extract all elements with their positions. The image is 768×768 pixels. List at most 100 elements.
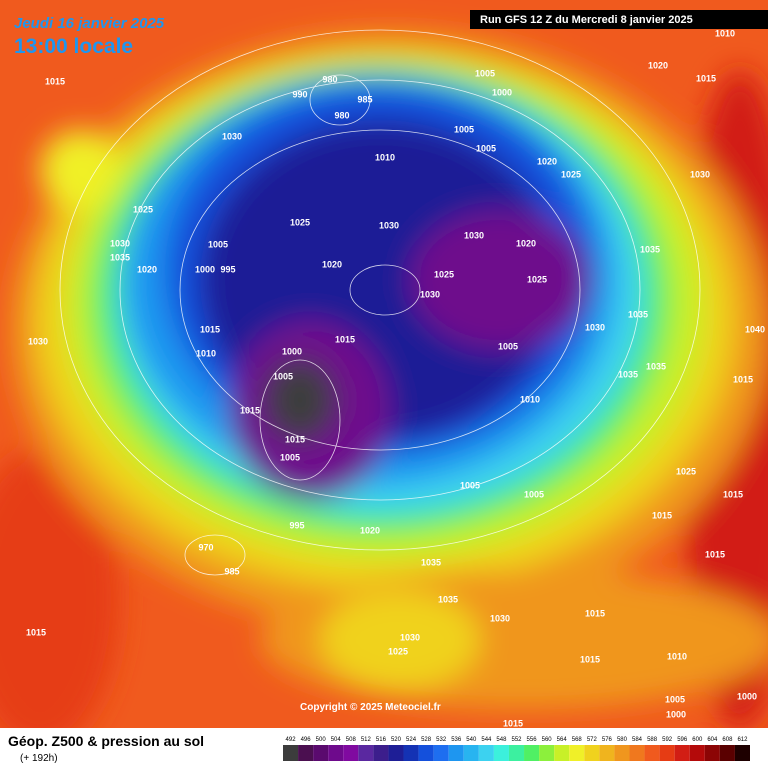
scale-label: 540 bbox=[466, 737, 477, 743]
scale-label: 508 bbox=[346, 737, 357, 743]
scale-swatch bbox=[644, 745, 660, 761]
scale-swatch bbox=[493, 745, 509, 761]
scale-swatch bbox=[418, 745, 434, 761]
isobar-label: 1015 bbox=[652, 510, 672, 520]
scale-swatch bbox=[719, 745, 735, 761]
isobar-label: 1005 bbox=[280, 452, 300, 462]
isobar-label: 1030 bbox=[28, 336, 48, 346]
isobar-label: 1015 bbox=[503, 718, 523, 728]
isobar-label: 1025 bbox=[434, 269, 454, 279]
scale-swatch bbox=[388, 745, 404, 761]
scale-swatch bbox=[659, 745, 675, 761]
isobar-label: 1035 bbox=[640, 244, 660, 254]
isobar-label: 1020 bbox=[648, 60, 668, 70]
isobar-label: 1005 bbox=[475, 68, 495, 78]
isobar-label: 1015 bbox=[696, 73, 716, 83]
scale-swatch bbox=[283, 745, 299, 761]
isobar-label: 1000 bbox=[492, 87, 512, 97]
scale-label: 536 bbox=[451, 737, 462, 743]
scale-swatch bbox=[448, 745, 464, 761]
isobar-label: 1000 bbox=[282, 346, 302, 356]
isobar-label: 1035 bbox=[646, 361, 666, 371]
isobar-label: 1015 bbox=[285, 434, 305, 444]
scale-swatch bbox=[298, 745, 314, 761]
isobar-label: 1005 bbox=[208, 239, 228, 249]
isobar-label: 1025 bbox=[133, 204, 153, 214]
scale-swatch bbox=[358, 745, 374, 761]
isobar-label: 1020 bbox=[516, 238, 536, 248]
scale-swatch bbox=[599, 745, 615, 761]
isobar-label: 1015 bbox=[335, 334, 355, 344]
isobar-label: 995 bbox=[220, 264, 235, 274]
scale-swatch bbox=[313, 745, 329, 761]
scale-swatch bbox=[343, 745, 359, 761]
isobar-label: 1030 bbox=[464, 230, 484, 240]
isobar-label: 1025 bbox=[676, 466, 696, 476]
isobar-label: 1005 bbox=[273, 371, 293, 381]
scale-label: 576 bbox=[602, 737, 613, 743]
scale-label: 608 bbox=[722, 737, 733, 743]
isobar-label: 1025 bbox=[388, 646, 408, 656]
isobar-label: 1030 bbox=[400, 632, 420, 642]
scale-label: 580 bbox=[617, 737, 628, 743]
isobar-label: 1005 bbox=[460, 480, 480, 490]
scale-label: 600 bbox=[692, 737, 703, 743]
isobar-label: 985 bbox=[357, 94, 372, 104]
isobar-label: 980 bbox=[334, 110, 349, 120]
isobar-label: 1015 bbox=[26, 627, 46, 637]
run-box bbox=[470, 10, 768, 29]
scale-swatch bbox=[373, 745, 389, 761]
isobar-label: 1015 bbox=[45, 76, 65, 86]
isobar-label: 1030 bbox=[585, 322, 605, 332]
isobar-label: 1030 bbox=[379, 220, 399, 230]
scale-label: 592 bbox=[662, 737, 673, 743]
scale-swatch bbox=[328, 745, 344, 761]
isobar-label: 1030 bbox=[222, 131, 242, 141]
scale-label: 512 bbox=[361, 737, 372, 743]
scale-label: 588 bbox=[647, 737, 658, 743]
isobar-label: 1005 bbox=[454, 124, 474, 134]
scale-swatch bbox=[433, 745, 449, 761]
isobar-label: 1010 bbox=[196, 348, 216, 358]
scale-label: 604 bbox=[707, 737, 718, 743]
isobar-label: 1025 bbox=[561, 169, 581, 179]
isobar-label: 1000 bbox=[195, 264, 215, 274]
forecast-date: Jeudi 16 janvier 2025 bbox=[14, 15, 165, 32]
scale-label: 532 bbox=[436, 737, 447, 743]
scale-label: 492 bbox=[286, 737, 297, 743]
isobar-label: 1030 bbox=[110, 238, 130, 248]
isobar-label: 970 bbox=[198, 542, 213, 552]
scale-swatch bbox=[478, 745, 494, 761]
isobar-label: 1000 bbox=[666, 709, 686, 719]
isobar-label: 1015 bbox=[240, 405, 260, 415]
scale-swatch bbox=[584, 745, 600, 761]
scale-label: 524 bbox=[406, 737, 417, 743]
isobar-label: 1035 bbox=[438, 594, 458, 604]
isobar-label: 1015 bbox=[585, 608, 605, 618]
isobar-label: 1005 bbox=[476, 143, 496, 153]
isobar-label: 1035 bbox=[110, 252, 130, 262]
scale-label: 544 bbox=[481, 737, 492, 743]
isobar-label: 1030 bbox=[490, 613, 510, 623]
scale-swatch bbox=[524, 745, 540, 761]
scale-label: 584 bbox=[632, 737, 643, 743]
scale-label: 560 bbox=[542, 737, 553, 743]
isobar-label: 1015 bbox=[723, 489, 743, 499]
isobar-label: 1030 bbox=[420, 289, 440, 299]
scale-label: 516 bbox=[376, 737, 387, 743]
scale-label: 568 bbox=[572, 737, 583, 743]
scale-label: 500 bbox=[316, 737, 327, 743]
isobar-label: 985 bbox=[224, 566, 239, 576]
copyright: Copyright © 2025 Meteociel.fr bbox=[300, 702, 441, 713]
isobar-label: 1040 bbox=[745, 324, 765, 334]
scale-swatch bbox=[629, 745, 645, 761]
isobar-label: 1010 bbox=[715, 28, 735, 38]
scale-label: 612 bbox=[737, 737, 748, 743]
scale-swatch bbox=[734, 745, 750, 761]
scale-label: 496 bbox=[301, 737, 312, 743]
isobar-label: 1030 bbox=[690, 169, 710, 179]
isobar-label: 1035 bbox=[628, 309, 648, 319]
scale-swatch bbox=[569, 745, 585, 761]
